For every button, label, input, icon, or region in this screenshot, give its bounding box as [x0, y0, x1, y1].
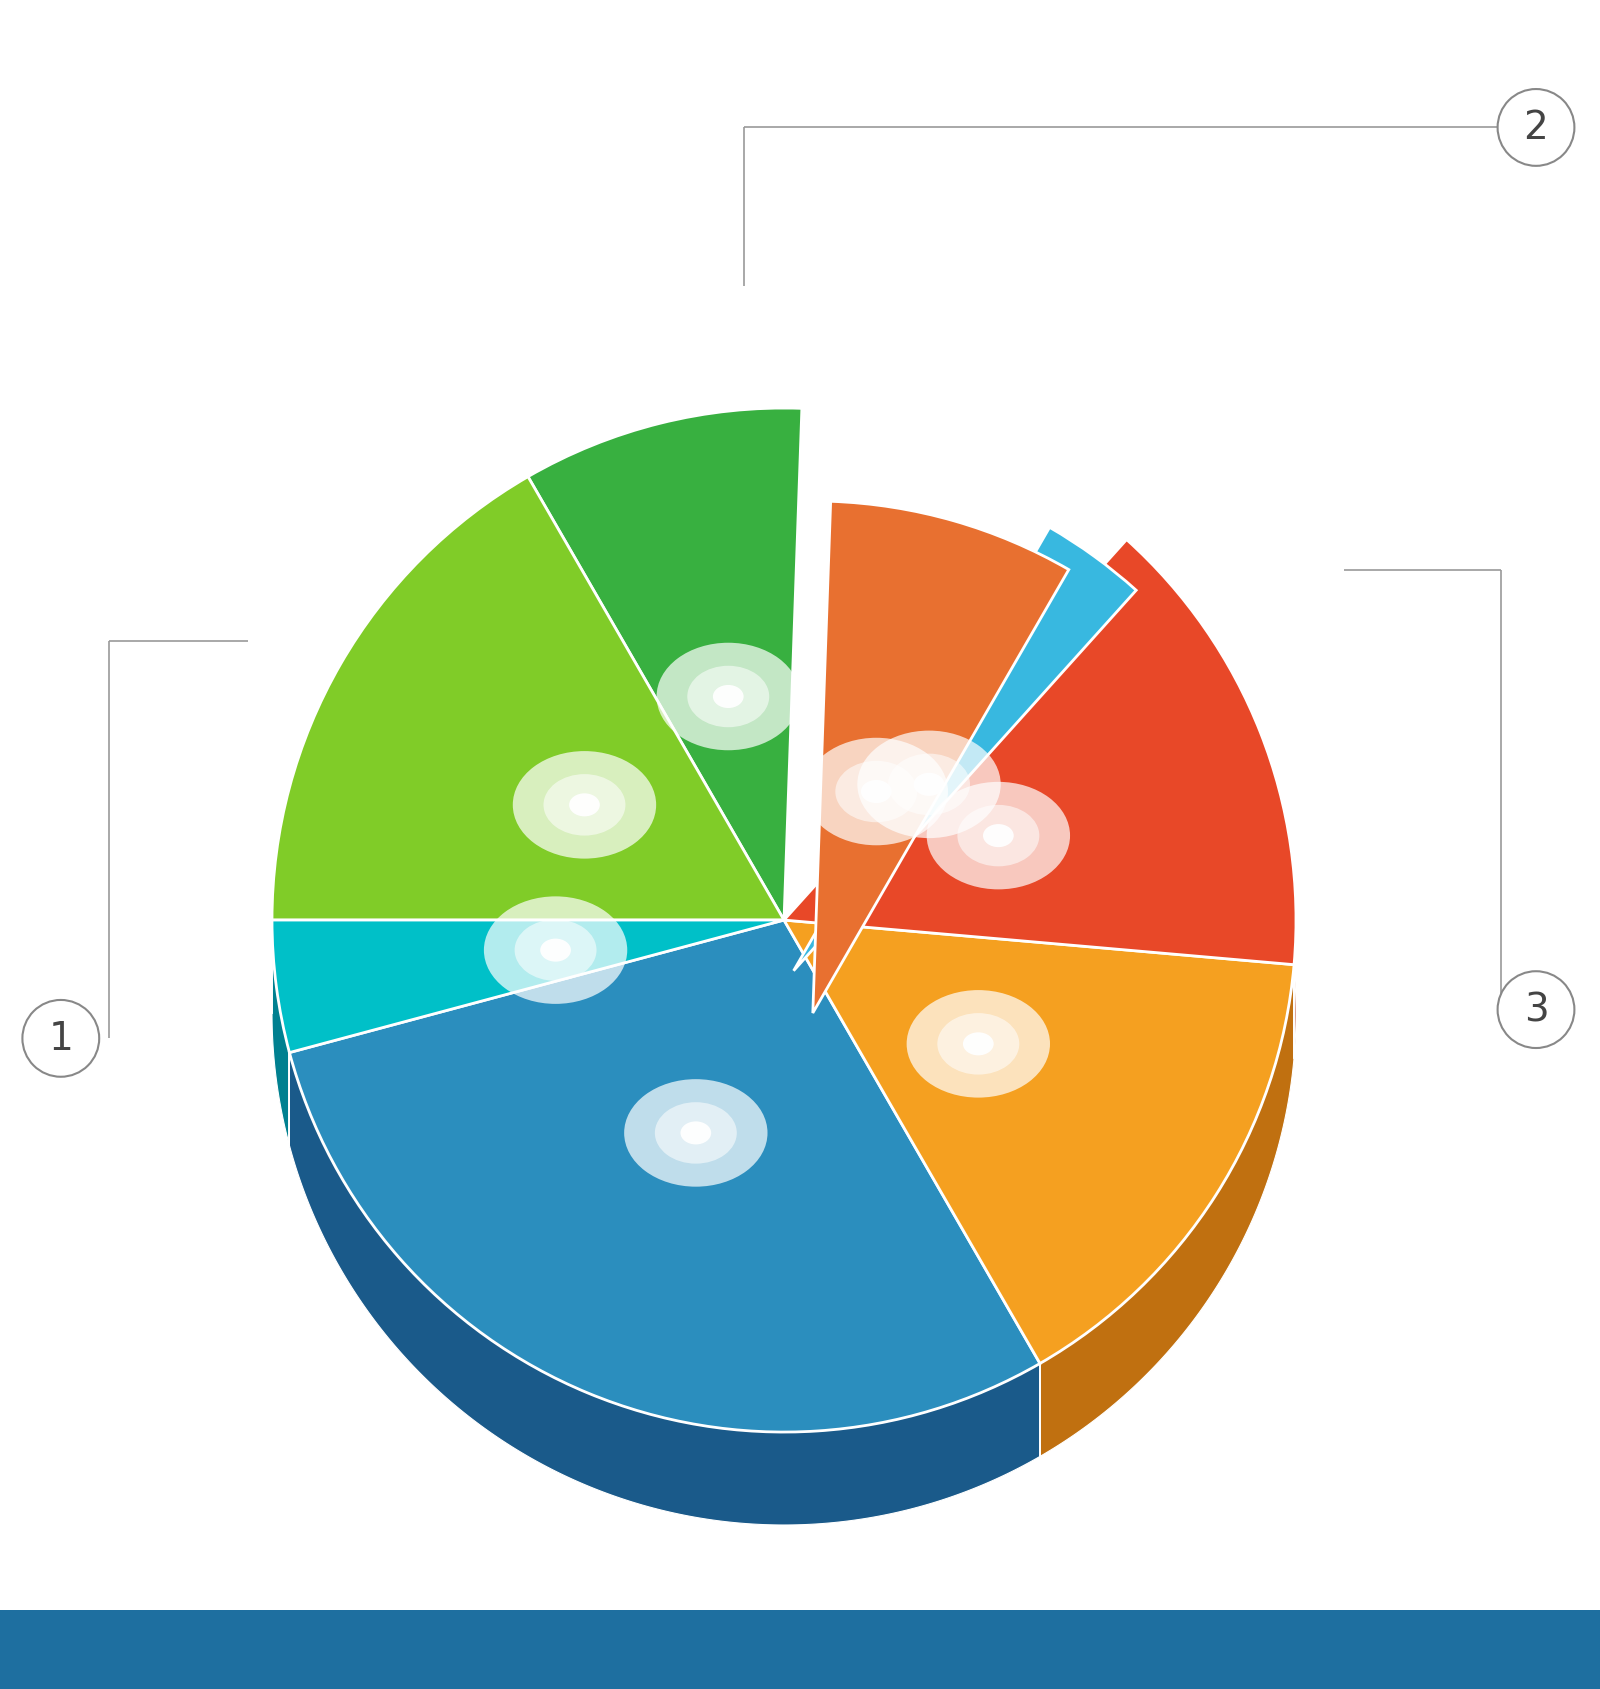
Ellipse shape: [544, 775, 626, 836]
Wedge shape: [784, 921, 1294, 1363]
Polygon shape: [272, 861, 275, 1013]
Wedge shape: [290, 921, 1040, 1432]
Ellipse shape: [888, 755, 970, 816]
Ellipse shape: [624, 1079, 768, 1187]
Wedge shape: [784, 540, 1296, 964]
Ellipse shape: [680, 1121, 710, 1145]
Ellipse shape: [914, 774, 944, 797]
Ellipse shape: [861, 780, 891, 804]
Ellipse shape: [963, 1032, 994, 1056]
Circle shape: [1498, 90, 1574, 167]
Ellipse shape: [957, 806, 1040, 866]
Ellipse shape: [512, 752, 656, 860]
Ellipse shape: [858, 731, 1000, 839]
Ellipse shape: [483, 897, 627, 1005]
Polygon shape: [1293, 861, 1296, 1057]
Text: 2: 2: [1523, 110, 1549, 147]
Circle shape: [1498, 971, 1574, 1049]
Wedge shape: [272, 478, 784, 921]
Ellipse shape: [541, 939, 571, 963]
Ellipse shape: [656, 644, 800, 752]
Text: 3: 3: [1523, 991, 1549, 1029]
Ellipse shape: [654, 1103, 736, 1164]
Polygon shape: [272, 921, 290, 1145]
Ellipse shape: [835, 762, 917, 823]
Polygon shape: [290, 1052, 1040, 1525]
Ellipse shape: [982, 824, 1014, 848]
Wedge shape: [528, 409, 802, 921]
Text: 1: 1: [48, 1020, 74, 1057]
Ellipse shape: [570, 794, 600, 817]
Circle shape: [22, 1000, 99, 1078]
Ellipse shape: [938, 1013, 1019, 1074]
Ellipse shape: [907, 990, 1050, 1098]
Polygon shape: [1040, 964, 1294, 1456]
Ellipse shape: [926, 782, 1070, 890]
Wedge shape: [794, 529, 1136, 971]
Wedge shape: [813, 502, 1069, 1013]
Ellipse shape: [714, 686, 744, 709]
Ellipse shape: [805, 738, 947, 846]
Wedge shape: [272, 921, 784, 1052]
Ellipse shape: [515, 921, 597, 981]
FancyBboxPatch shape: [0, 1610, 1600, 1689]
Ellipse shape: [688, 667, 770, 728]
